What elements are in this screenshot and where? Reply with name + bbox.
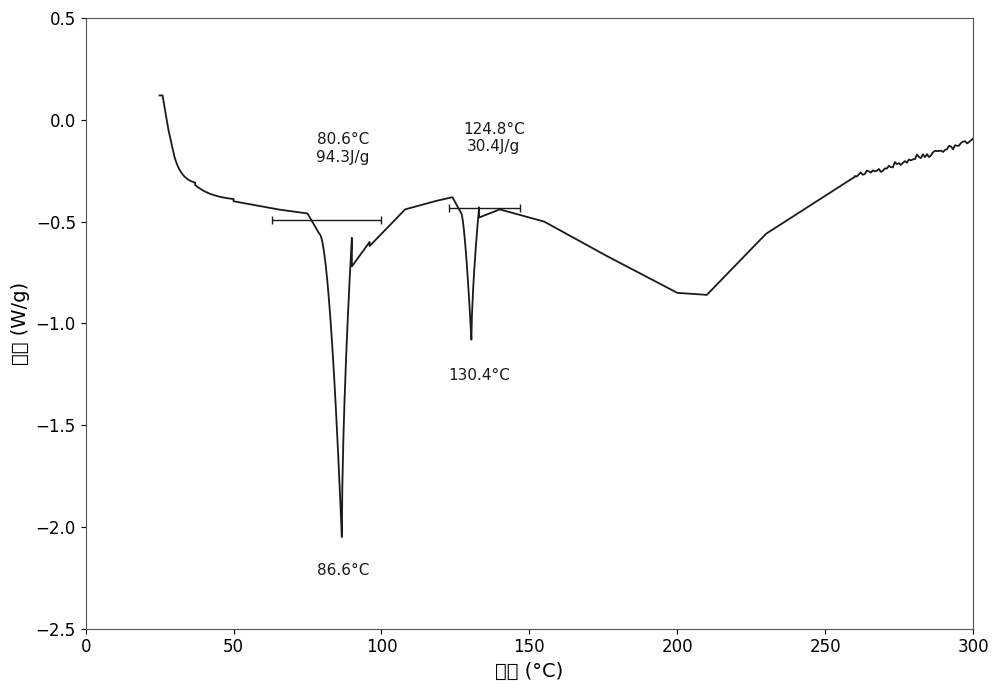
Text: 130.4°C: 130.4°C (448, 368, 510, 383)
Text: 80.6°C
94.3J/g: 80.6°C 94.3J/g (316, 132, 370, 165)
Text: 124.8°C
30.4J/g: 124.8°C 30.4J/g (463, 122, 525, 154)
Y-axis label: 热流 (W/g): 热流 (W/g) (11, 282, 30, 365)
Text: 86.6°C: 86.6°C (317, 563, 369, 579)
X-axis label: 温度 (°C): 温度 (°C) (495, 662, 563, 681)
